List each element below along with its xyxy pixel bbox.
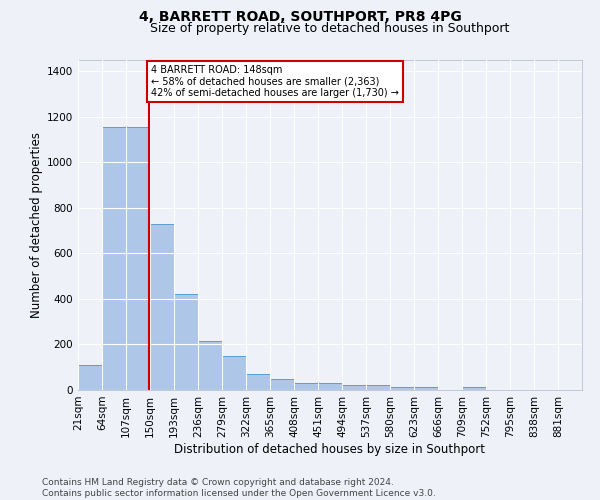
Bar [222, 356, 246, 390]
Bar [174, 294, 198, 390]
Text: 4 BARRETT ROAD: 148sqm
← 58% of detached houses are smaller (2,363)
42% of semi-: 4 BARRETT ROAD: 148sqm ← 58% of detached… [151, 64, 399, 98]
Bar [126, 127, 150, 390]
Y-axis label: Number of detached properties: Number of detached properties [30, 132, 43, 318]
Bar [390, 386, 414, 390]
Bar [294, 383, 318, 390]
Bar [246, 374, 270, 390]
Bar [102, 127, 126, 390]
Bar [342, 386, 366, 390]
Bar [150, 224, 174, 390]
Bar [366, 386, 390, 390]
Text: 4, BARRETT ROAD, SOUTHPORT, PR8 4PG: 4, BARRETT ROAD, SOUTHPORT, PR8 4PG [139, 10, 461, 24]
Bar [78, 365, 102, 390]
X-axis label: Distribution of detached houses by size in Southport: Distribution of detached houses by size … [175, 442, 485, 456]
Bar [198, 341, 222, 390]
Bar [270, 378, 294, 390]
Title: Size of property relative to detached houses in Southport: Size of property relative to detached ho… [151, 22, 509, 35]
Bar [414, 386, 438, 390]
Bar [462, 386, 486, 390]
Text: Contains HM Land Registry data © Crown copyright and database right 2024.
Contai: Contains HM Land Registry data © Crown c… [42, 478, 436, 498]
Bar [318, 383, 342, 390]
